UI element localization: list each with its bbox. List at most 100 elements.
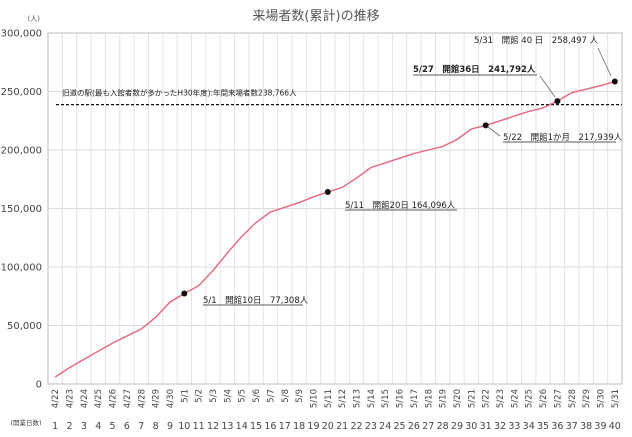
annotation-label: 5/27 開館36日 241,792人 — [413, 64, 536, 75]
day-axis-label: (開業日数) — [10, 418, 41, 427]
highlight-point — [611, 78, 618, 85]
y-tick-label: 200,000 — [1, 146, 42, 157]
day-tick-label: 20 — [322, 421, 334, 432]
x-tick-label: 5/5 — [238, 389, 248, 403]
x-tick-label: 5/12 — [338, 389, 348, 408]
day-tick-label: 12 — [207, 421, 219, 432]
x-tick-label: 4/23 — [66, 389, 76, 408]
day-tick-label: 39 — [594, 421, 606, 432]
day-tick-label: 30 — [465, 421, 477, 432]
x-tick-label: 5/25 — [525, 389, 535, 408]
x-tick-label: 5/26 — [539, 389, 549, 408]
day-tick-label: 34 — [523, 421, 535, 432]
day-tick-label: 13 — [221, 421, 233, 432]
y-tick-label: 150,000 — [1, 204, 42, 215]
x-tick-label: 5/24 — [510, 389, 520, 408]
day-tick-label: 22 — [350, 421, 362, 432]
highlight-point — [181, 290, 188, 297]
day-tick-label: 14 — [236, 421, 248, 432]
x-tick-label: 5/10 — [309, 389, 319, 408]
x-tick-label: 5/23 — [496, 389, 506, 408]
x-tick-label: 5/6 — [252, 389, 262, 403]
day-tick-label: 15 — [250, 421, 262, 432]
x-tick-label: 5/19 — [439, 389, 449, 408]
day-tick-label: 38 — [580, 421, 592, 432]
y-tick-label: 50,000 — [7, 321, 42, 332]
day-tick-label: 18 — [293, 421, 305, 432]
day-tick-label: 32 — [494, 421, 506, 432]
day-tick-label: 29 — [451, 421, 463, 432]
annotation-label: 5/1 開館10日 77,308人 — [203, 295, 309, 306]
x-tick-label: 4/26 — [109, 389, 119, 408]
x-tick-label: 4/25 — [94, 389, 104, 408]
x-tick-label: 5/3 — [209, 389, 219, 403]
x-tick-label: 5/21 — [467, 389, 477, 408]
x-tick-label: 5/1 — [180, 389, 190, 403]
y-tick-label: 300,000 — [1, 29, 42, 40]
day-tick-label: 21 — [336, 421, 348, 432]
x-tick-label: 5/31 — [611, 389, 621, 408]
x-tick-label: 5/30 — [596, 389, 606, 408]
day-tick-label: 5 — [110, 421, 116, 432]
x-tick-label: 4/24 — [80, 389, 90, 408]
day-tick-label: 7 — [138, 421, 144, 432]
x-tick-label: 5/28 — [568, 389, 578, 408]
x-tick-label: 4/22 — [51, 389, 61, 408]
reference-line-label: 旧道の駅(最も入館者数が多かったH30年度):年間来場者数238,766人 — [62, 88, 297, 98]
day-tick-label: 10 — [178, 421, 190, 432]
y-tick-label: 100,000 — [1, 263, 42, 274]
x-tick-label: 5/16 — [396, 389, 406, 408]
x-tick-label: 5/18 — [424, 389, 434, 408]
day-tick-label: 4 — [95, 421, 101, 432]
annotation-leader — [487, 126, 501, 137]
x-tick-label: 4/28 — [137, 389, 147, 408]
highlight-point — [554, 98, 561, 105]
day-tick-label: 36 — [551, 421, 563, 432]
x-tick-label: 5/14 — [367, 389, 377, 408]
day-tick-label: 27 — [422, 421, 434, 432]
x-tick-label: 5/20 — [453, 389, 463, 408]
day-tick-label: 37 — [566, 421, 578, 432]
day-tick-label: 16 — [264, 421, 276, 432]
day-tick-label: 19 — [307, 421, 319, 432]
x-tick-label: 5/4 — [223, 389, 233, 403]
day-tick-label: 9 — [167, 421, 173, 432]
day-tick-label: 23 — [365, 421, 377, 432]
day-tick-label: 3 — [81, 421, 87, 432]
annotation-leader — [597, 47, 612, 77]
annotation-label: 5/22 開館1か月 217,939人 — [503, 132, 623, 143]
x-tick-label: 5/7 — [266, 389, 276, 403]
series-line — [54, 80, 615, 378]
day-tick-label: 33 — [508, 421, 520, 432]
x-tick-label: 5/22 — [482, 389, 492, 408]
highlight-point — [482, 122, 489, 129]
x-tick-label: 5/8 — [281, 389, 291, 403]
x-tick-label: 5/13 — [353, 389, 363, 408]
day-tick-label: 2 — [67, 421, 73, 432]
x-tick-label: 4/27 — [123, 389, 133, 408]
y-unit-label: (人) — [28, 15, 41, 23]
day-tick-label: 24 — [379, 421, 391, 432]
chart-title: 来場者数(累計)の推移 — [252, 8, 379, 24]
day-tick-label: 26 — [408, 421, 420, 432]
day-tick-label: 35 — [537, 421, 549, 432]
x-tick-label: 5/17 — [410, 389, 420, 408]
day-tick-label: 11 — [193, 421, 205, 432]
day-tick-label: 1 — [52, 421, 58, 432]
highlight-point — [324, 189, 331, 196]
annotation-label: 5/31 開館 40 日 258,497 人 — [474, 35, 599, 46]
x-tick-label: 5/9 — [295, 389, 305, 403]
y-tick-label: 250,000 — [1, 87, 42, 98]
y-tick-label: 0 — [36, 380, 42, 391]
x-tick-label: 4/29 — [152, 389, 162, 408]
day-tick-label: 40 — [609, 421, 621, 432]
x-tick-label: 5/2 — [195, 389, 205, 403]
x-tick-label: 5/27 — [553, 389, 563, 408]
day-tick-label: 6 — [124, 421, 130, 432]
plot-frame — [47, 32, 623, 385]
day-tick-label: 8 — [153, 421, 159, 432]
x-tick-label: 5/29 — [582, 389, 592, 408]
day-tick-label: 31 — [480, 421, 492, 432]
x-tick-label: 5/15 — [381, 389, 391, 408]
